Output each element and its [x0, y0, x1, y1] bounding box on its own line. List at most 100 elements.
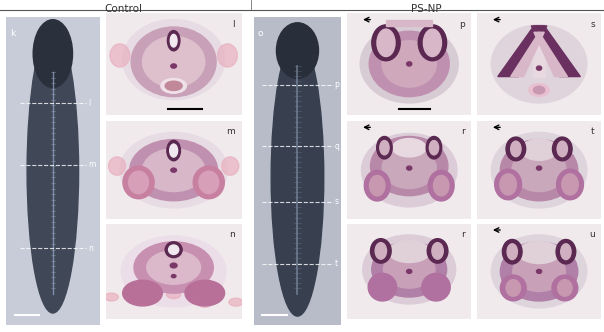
Polygon shape	[534, 32, 567, 77]
Ellipse shape	[165, 81, 182, 91]
Text: l: l	[232, 20, 235, 29]
Ellipse shape	[375, 243, 387, 259]
Ellipse shape	[506, 280, 521, 296]
Ellipse shape	[406, 166, 412, 170]
Bar	[533, 25, 545, 77]
Ellipse shape	[171, 64, 176, 68]
Ellipse shape	[406, 270, 412, 273]
Ellipse shape	[109, 157, 126, 175]
Ellipse shape	[377, 136, 392, 159]
Text: PS-NP: PS-NP	[411, 4, 441, 14]
Text: q: q	[334, 142, 339, 151]
Ellipse shape	[134, 242, 213, 293]
Ellipse shape	[372, 242, 446, 297]
Ellipse shape	[536, 270, 542, 273]
Text: n: n	[88, 244, 93, 253]
Ellipse shape	[167, 140, 181, 161]
Ellipse shape	[217, 44, 237, 67]
Text: k: k	[10, 29, 15, 38]
Ellipse shape	[147, 251, 201, 284]
Text: p: p	[334, 80, 339, 89]
Ellipse shape	[557, 169, 583, 200]
Text: r: r	[461, 127, 465, 136]
Ellipse shape	[382, 41, 436, 87]
Ellipse shape	[104, 293, 118, 301]
Ellipse shape	[423, 29, 442, 56]
Ellipse shape	[129, 171, 149, 194]
Ellipse shape	[513, 251, 565, 291]
Ellipse shape	[277, 23, 318, 78]
Ellipse shape	[521, 139, 557, 160]
Text: t: t	[591, 127, 595, 136]
Ellipse shape	[418, 25, 446, 61]
Ellipse shape	[363, 235, 455, 304]
Ellipse shape	[170, 263, 177, 268]
Ellipse shape	[123, 166, 154, 199]
Ellipse shape	[557, 141, 567, 157]
Ellipse shape	[500, 139, 578, 201]
Ellipse shape	[500, 174, 516, 195]
Ellipse shape	[123, 20, 225, 100]
Ellipse shape	[229, 298, 243, 306]
Ellipse shape	[27, 29, 79, 313]
Ellipse shape	[512, 149, 566, 192]
Ellipse shape	[370, 175, 385, 196]
Ellipse shape	[167, 291, 181, 298]
Text: u: u	[589, 230, 595, 239]
Ellipse shape	[143, 37, 205, 87]
Ellipse shape	[536, 66, 542, 70]
Ellipse shape	[185, 280, 225, 306]
Ellipse shape	[170, 144, 178, 157]
Ellipse shape	[193, 166, 224, 199]
Ellipse shape	[167, 31, 180, 51]
Ellipse shape	[518, 241, 561, 264]
Ellipse shape	[491, 25, 587, 103]
Text: p: p	[459, 20, 465, 29]
Ellipse shape	[533, 86, 545, 94]
Ellipse shape	[511, 141, 521, 157]
Ellipse shape	[432, 243, 443, 259]
Ellipse shape	[556, 239, 576, 264]
Text: t: t	[334, 259, 338, 268]
Ellipse shape	[393, 138, 426, 157]
Ellipse shape	[562, 174, 578, 195]
Polygon shape	[386, 20, 432, 26]
Ellipse shape	[199, 171, 219, 194]
Ellipse shape	[500, 242, 578, 301]
Ellipse shape	[422, 273, 450, 301]
Ellipse shape	[143, 149, 205, 192]
Ellipse shape	[364, 170, 390, 201]
Polygon shape	[511, 32, 544, 77]
Polygon shape	[532, 26, 580, 77]
Ellipse shape	[172, 275, 176, 278]
Ellipse shape	[427, 239, 448, 263]
Text: r: r	[461, 230, 465, 239]
Ellipse shape	[384, 251, 435, 288]
Ellipse shape	[169, 245, 179, 254]
Ellipse shape	[165, 242, 182, 258]
Ellipse shape	[377, 29, 395, 56]
Ellipse shape	[491, 132, 587, 208]
Ellipse shape	[161, 78, 187, 93]
Ellipse shape	[372, 25, 400, 61]
Ellipse shape	[561, 244, 571, 260]
Polygon shape	[498, 26, 547, 77]
Ellipse shape	[130, 139, 217, 201]
Text: m: m	[88, 160, 96, 169]
Ellipse shape	[506, 137, 525, 161]
Ellipse shape	[500, 275, 526, 301]
Ellipse shape	[429, 140, 439, 155]
Ellipse shape	[552, 275, 578, 301]
Text: s: s	[590, 20, 595, 29]
Text: s: s	[334, 197, 338, 207]
Ellipse shape	[369, 31, 449, 97]
Ellipse shape	[171, 168, 176, 172]
Ellipse shape	[491, 235, 587, 308]
Ellipse shape	[123, 280, 162, 306]
Ellipse shape	[426, 136, 442, 159]
Text: l: l	[88, 99, 91, 108]
Ellipse shape	[370, 239, 391, 263]
Ellipse shape	[121, 236, 226, 307]
Ellipse shape	[360, 25, 458, 103]
Ellipse shape	[388, 241, 430, 263]
